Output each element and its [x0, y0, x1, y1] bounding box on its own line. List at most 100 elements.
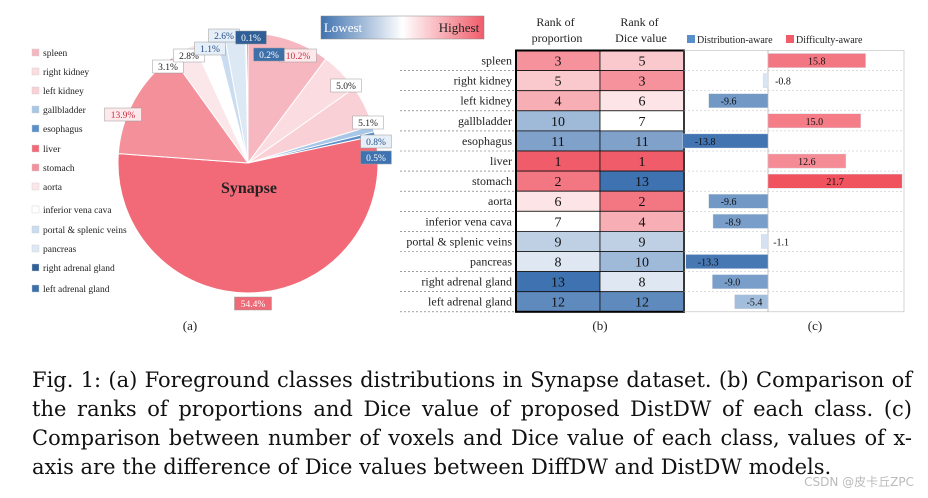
bar-inferior-vena-cava [712, 214, 769, 229]
legend-swatch-right-adrenal-gland [31, 263, 40, 272]
legend-swatch-distribution [687, 35, 695, 43]
bar-portal-and-splenic-veins [761, 234, 769, 249]
pie-legend: spleen right kidney left kidney gallbladder… [31, 48, 127, 295]
color-scale-legend: Lowest Highest [320, 15, 485, 40]
bar-label-left-kidney: -9.6 [721, 97, 737, 108]
pie-label-left-kidney: 5.1% [358, 119, 378, 129]
header-rank-proportion-line1: Rank of [536, 15, 574, 29]
bar-label-stomach: 21.7 [826, 177, 844, 188]
legend-swatch-portal-and-splenic-veins [31, 225, 40, 234]
bar-stomach [767, 173, 903, 189]
legend-swatch-pancreas [31, 244, 40, 253]
scale-high-label: Highest [439, 20, 480, 35]
figure-1: Lowest Highest 10.2%5.0%5.1%0.8%0.5%54.4… [31, 15, 905, 333]
bar-label-spleen: 15.8 [808, 57, 826, 68]
legend-label-left-kidney: left kidney [43, 86, 84, 97]
rank-dice-value-aorta: 2 [639, 195, 646, 210]
legend-swatch-right-kidney [31, 67, 40, 76]
rank-table-rows: spleen 3 5 right kidney 5 3 left kidney 4 6 gallb… [400, 49, 685, 313]
pie-label-stomach: 13.9% [111, 111, 136, 121]
pie-label-inferior-vena-cava: 2.8% [179, 52, 199, 62]
row-label-gallbladder: gallbladder [458, 114, 512, 128]
row-label-liver: liver [490, 154, 512, 168]
legend-swatch-aorta [31, 182, 40, 191]
rank-dice-value-pancreas: 10 [635, 256, 649, 271]
rank-proportion-value-gallbladder: 10 [551, 115, 565, 130]
legend-label-liver: liver [43, 145, 61, 155]
bar-label-liver: 12.6 [798, 157, 816, 168]
header-rank-proportion-line2: proportion [532, 31, 583, 45]
row-label-stomach: stomach [472, 174, 512, 188]
scale-low-label: Lowest [324, 20, 363, 35]
row-label-right-adrenal-gland: right adrenal gland [421, 275, 512, 289]
bar-chart-panel: Distribution-aware Difficulty-aware 15.8… [682, 35, 905, 333]
watermark: CSDN @皮卡丘ZPC [804, 475, 914, 489]
legend-label-inferior-vena-cava: inferior vena cava [43, 205, 112, 216]
rank-dice-value-stomach: 13 [635, 175, 649, 190]
legend-label-stomach: stomach [43, 164, 75, 174]
rank-proportion-value-left-adrenal-gland: 12 [551, 296, 565, 311]
panel-label-c: (c) [808, 318, 822, 333]
bar-right-adrenal-gland [712, 274, 769, 289]
bar-label-esophagus: -13.8 [695, 137, 716, 148]
figure-caption: Fig. 1: (a) Foreground classes distribut… [32, 368, 912, 479]
bar-esophagus [682, 133, 769, 149]
pie-label-box-liver [234, 296, 272, 311]
pie-label-liver: 54.4% [241, 300, 266, 310]
row-label-left-kidney: left kidney [460, 94, 512, 108]
pie-label-pancreas: 2.6% [214, 32, 234, 42]
row-label-aorta: aorta [488, 194, 513, 208]
legend-label-aorta: aorta [43, 183, 63, 193]
pie-slice-liver [117, 135, 379, 294]
legend-difficulty-aware: Difficulty-aware [796, 35, 863, 46]
rank-dice-value-esophagus: 11 [635, 135, 648, 150]
rank-dice-value-spleen: 5 [639, 55, 646, 70]
bar-right-kidney [762, 73, 769, 88]
legend-label-gallbladder: gallbladder [43, 106, 87, 116]
legend-swatch-left-adrenal-gland [31, 284, 40, 293]
bar-aorta [708, 193, 769, 209]
pie-label-right-kidney: 5.0% [336, 82, 356, 92]
legend-label-right-adrenal-gland: right adrenal gland [43, 264, 115, 274]
rank-dice-value-left-kidney: 6 [639, 95, 646, 110]
bar-liver [767, 153, 847, 169]
rank-proportion-value-stomach: 2 [555, 175, 562, 190]
bar-pancreas [685, 254, 769, 269]
bar-label-aorta: -9.6 [721, 197, 737, 208]
pie-chart-panel: 10.2% 5.0% 5.1% 0.8% 0.5% 54.4% 13.9% 3.1%2.8%1… [31, 28, 392, 333]
bar-label-right-kidney: -0.8 [775, 77, 791, 88]
rank-dice-value-gallbladder: 7 [639, 115, 646, 130]
pie-label-right-adrenal-gland: 0.1% [241, 34, 261, 44]
pie-label-box-aorta [152, 59, 184, 74]
pie-label-box-right-adrenal-gland [235, 30, 267, 45]
bar-gallbladder [767, 113, 861, 129]
header-rank-dice: Rank of Dice value [615, 15, 667, 45]
row-label-portal-and-splenic-veins: portal & splenic veins [406, 234, 512, 248]
rank-dice-value-inferior-vena-cava: 4 [639, 215, 646, 230]
pie-slice-labels: 10.2% 5.0% 5.1% 0.8% 0.5% 54.4% 13.9% 3.1%2.8%1… [104, 28, 392, 311]
bar-left-adrenal-gland [734, 294, 769, 310]
legend-swatch-left-kidney [31, 86, 40, 95]
legend-swatch-spleen [31, 48, 40, 57]
bar-marks: 15.8 -0.8 -9.6 15.0 -13.8 12.6 21.7 -9.6 -8.9 -1.… [682, 50, 905, 313]
pie-label-box-left-adrenal-gland [253, 47, 285, 62]
header-rank-dice-line2: Dice value [615, 31, 667, 45]
rank-dice-value-right-adrenal-gland: 8 [639, 276, 646, 291]
rank-proportion-value-inferior-vena-cava: 7 [555, 215, 562, 230]
panel-label-b: (b) [592, 318, 607, 333]
row-label-pancreas: pancreas [470, 255, 512, 269]
pie-title: Synapse [221, 180, 277, 197]
legend-label-pancreas: pancreas [43, 245, 77, 255]
bar-label-right-adrenal-gland: -9.0 [724, 278, 740, 289]
pie-label-box-stomach [104, 107, 142, 122]
pie-label-box-left-kidney [352, 115, 384, 130]
bar-label-portal-and-splenic-veins: -1.1 [773, 237, 789, 248]
rank-dice-value-liver: 1 [639, 155, 646, 170]
row-label-spleen: spleen [481, 54, 512, 68]
pie-label-box-right-kidney [330, 78, 362, 93]
legend-swatch-liver [31, 144, 40, 153]
pie-label-esophagus: 0.5% [366, 154, 386, 164]
pie-label-box-gallbladder [360, 134, 392, 149]
rank-dice-value-left-adrenal-gland: 12 [635, 296, 649, 311]
bar-label-gallbladder: 15.0 [806, 117, 824, 128]
